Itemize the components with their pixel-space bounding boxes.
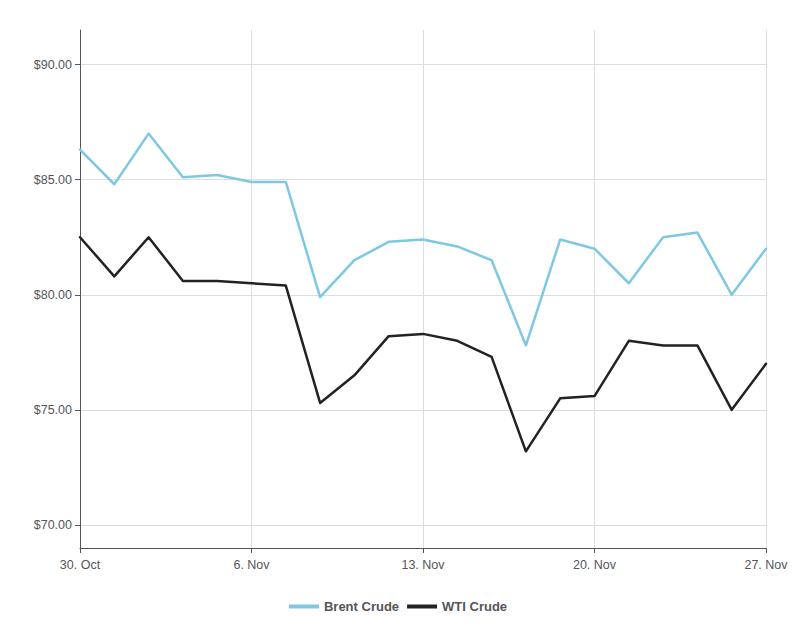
svg-text:WTI Crude: WTI Crude [442, 599, 507, 614]
svg-text:30. Oct: 30. Oct [60, 558, 101, 572]
svg-text:$70.00: $70.00 [34, 518, 72, 532]
svg-text:13. Nov: 13. Nov [401, 558, 445, 572]
svg-text:27. Nov: 27. Nov [744, 558, 788, 572]
svg-text:$80.00: $80.00 [34, 288, 72, 302]
svg-text:$75.00: $75.00 [34, 403, 72, 417]
svg-text:20. Nov: 20. Nov [573, 558, 617, 572]
svg-text:$85.00: $85.00 [34, 173, 72, 187]
svg-text:6. Nov: 6. Nov [233, 558, 270, 572]
svg-text:$90.00: $90.00 [34, 58, 72, 72]
svg-text:Brent Crude: Brent Crude [324, 599, 399, 614]
